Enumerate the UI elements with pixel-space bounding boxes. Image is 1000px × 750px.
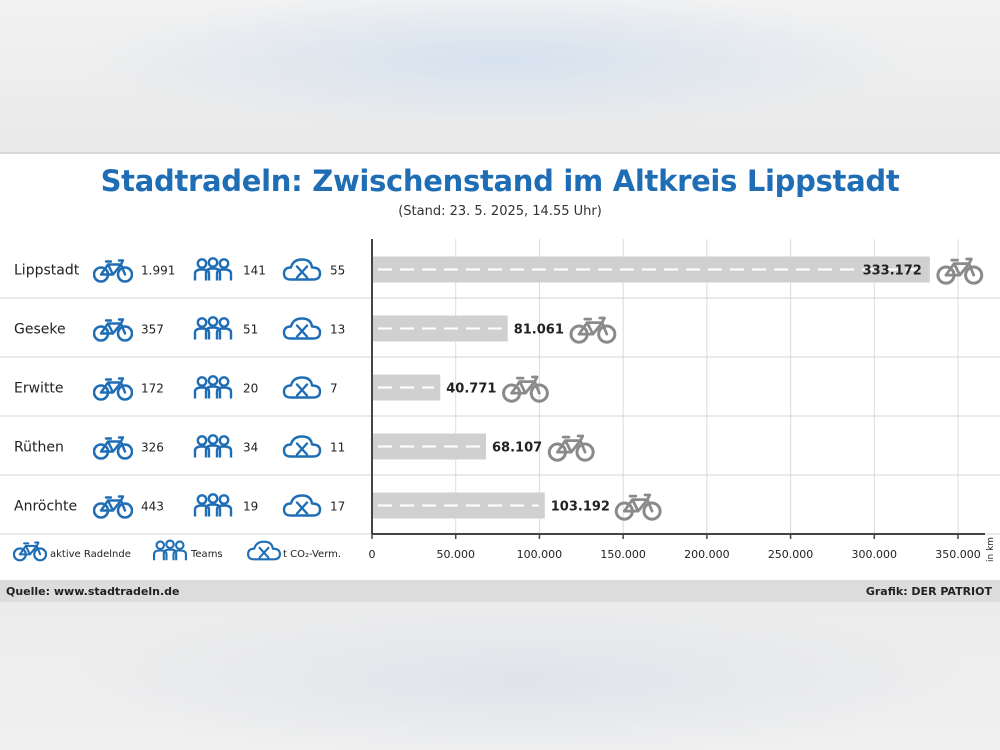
team-icon <box>193 316 233 341</box>
co2-cloud-icon <box>282 258 322 281</box>
co2-value: 17 <box>330 500 345 514</box>
x-tick-label: 350.000 <box>935 548 981 561</box>
bicycle-end-icon <box>547 434 595 462</box>
legend: aktive Radelnde Teams t CO₂-Verm. <box>13 539 341 562</box>
bicycle-end-icon <box>569 316 617 344</box>
team-icon <box>193 434 233 459</box>
bicycle-icon <box>93 318 133 342</box>
source-note: Quelle: www.stadtradeln.de <box>6 585 180 598</box>
teams-value: 19 <box>243 500 258 514</box>
co2-cloud-icon <box>282 376 322 399</box>
table-row: Erwitte 172 20 7 40.771 <box>14 374 549 403</box>
legend-co2-cloud-icon <box>246 540 282 561</box>
co2-value: 11 <box>330 441 345 455</box>
bicycle-icon <box>93 259 133 283</box>
bicycle-icon <box>93 436 133 460</box>
graphic-credit: Grafik: DER PATRIOT <box>865 585 992 598</box>
bar-chart: Lippstadt 1.991 141 55 333.172 Geseke 357 51 13 8… <box>0 239 1000 562</box>
legend-co2-label: t CO₂-Verm. <box>283 549 341 560</box>
x-tick-label: 250.000 <box>768 548 814 561</box>
data-rows: Lippstadt 1.991 141 55 333.172 Geseke 357 51 13 8… <box>14 256 984 521</box>
town-label: Rüthen <box>14 440 64 456</box>
data-label: 333.172 <box>863 264 922 279</box>
x-tick-label: 100.000 <box>517 548 563 561</box>
riders-value: 326 <box>141 441 164 455</box>
co2-cloud-icon <box>282 317 322 340</box>
teams-value: 34 <box>243 441 258 455</box>
x-tick-label: 200.000 <box>684 548 730 561</box>
blurred-background-bottom <box>0 600 1000 750</box>
co2-cloud-icon <box>282 435 322 458</box>
bar-geseke <box>372 315 508 342</box>
co2-cloud-icon <box>282 494 322 517</box>
teams-value: 20 <box>243 382 258 396</box>
teams-value: 51 <box>243 323 258 337</box>
town-label: Lippstadt <box>14 263 80 279</box>
town-label: Geseke <box>14 322 66 338</box>
co2-value: 7 <box>330 382 338 396</box>
table-row: Rüthen 326 34 11 68.107 <box>14 433 595 462</box>
table-row: Lippstadt 1.991 141 55 333.172 <box>14 256 984 285</box>
table-row: Anröchte 443 19 17 103.192 <box>14 492 662 521</box>
co2-value: 13 <box>330 323 345 337</box>
table-row: Geseke 357 51 13 81.061 <box>14 315 617 344</box>
data-label: 81.061 <box>514 323 564 338</box>
legend-team-icon <box>152 539 188 562</box>
teams-value: 141 <box>243 264 266 278</box>
team-icon <box>193 375 233 400</box>
bicycle-icon <box>93 495 133 519</box>
town-label: Erwitte <box>14 381 64 397</box>
infographic-card: Stadtradeln: Zwischenstand im Altkreis L… <box>0 152 1000 602</box>
data-label: 68.107 <box>492 441 542 456</box>
footer-bar: Quelle: www.stadtradeln.de Grafik: DER P… <box>0 580 1000 602</box>
co2-value: 55 <box>330 264 345 278</box>
riders-value: 443 <box>141 500 164 514</box>
bicycle-icon <box>93 377 133 401</box>
bicycle-end-icon <box>501 375 549 403</box>
riders-value: 1.991 <box>141 264 175 278</box>
data-label: 40.771 <box>446 382 496 397</box>
riders-value: 172 <box>141 382 164 396</box>
riders-value: 357 <box>141 323 164 337</box>
x-tick-label: 300.000 <box>852 548 898 561</box>
chart-subtitle: (Stand: 23. 5. 2025, 14.55 Uhr) <box>398 204 602 219</box>
x-tick-label: 50.000 <box>436 548 475 561</box>
bicycle-end-icon <box>936 257 984 285</box>
legend-bicycle-icon <box>13 541 47 562</box>
x-tick-label: 0 <box>369 548 376 561</box>
chart-title: Stadtradeln: Zwischenstand im Altkreis L… <box>100 164 900 198</box>
x-unit-label: in km <box>986 537 996 562</box>
town-label: Anröchte <box>14 499 77 515</box>
team-icon <box>193 493 233 518</box>
legend-riders-label: aktive Radelnde <box>50 549 131 560</box>
team-icon <box>193 257 233 282</box>
x-tick-label: 150.000 <box>600 548 646 561</box>
data-label: 103.192 <box>551 500 610 515</box>
legend-teams-label: Teams <box>190 549 223 560</box>
blurred-background-top <box>0 0 1000 152</box>
x-axis: 0 50.000 100.000 150.000 200.000 250.000 300.0… <box>369 239 996 562</box>
